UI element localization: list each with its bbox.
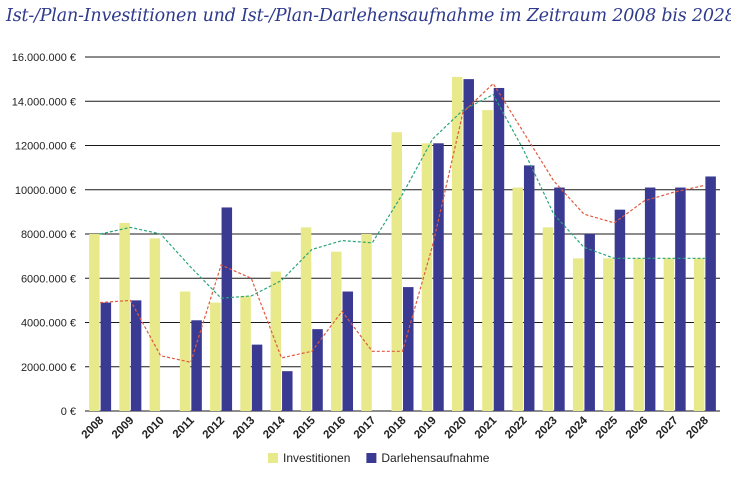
- bars: [89, 76, 716, 411]
- bar-darlehensaufnahme: [554, 187, 565, 411]
- trend-lines: [99, 82, 706, 364]
- bar-investitionen: [421, 143, 433, 411]
- bar-investitionen: [451, 76, 463, 411]
- bar-darlehensaufnahme: [584, 234, 595, 411]
- bar-darlehensaufnahme: [130, 300, 142, 411]
- trend-line-investitionen: [99, 93, 705, 299]
- x-tick-label: 2018: [382, 414, 409, 441]
- bar-investitionen: [89, 234, 100, 411]
- x-tick-label: 2010: [140, 415, 167, 442]
- y-tick-label: 0 €: [61, 406, 76, 418]
- legend-swatch: [268, 453, 278, 463]
- x-tick-label: 2020: [443, 415, 470, 442]
- y-tick-label: 6000.000 €: [21, 273, 76, 285]
- bar-darlehensaufnahme: [312, 329, 323, 411]
- legend: Investitionen Darlehensaufnahme: [268, 451, 490, 465]
- x-tick-label: 2013: [231, 415, 258, 442]
- bar-investitionen: [119, 222, 130, 411]
- bar-investitionen: [300, 227, 312, 411]
- bar-darlehensaufnahme: [493, 87, 505, 411]
- x-tick-label: 2011: [171, 414, 198, 441]
- x-tick-label: 2027: [654, 415, 681, 442]
- bar-darlehensaufnahme: [251, 344, 263, 411]
- bar-investitionen: [361, 234, 372, 411]
- y-tick-label: 14.000.000 €: [12, 96, 76, 108]
- bar-darlehensaufnahme: [221, 207, 233, 411]
- trend-line-darlehensaufnahme: [100, 82, 706, 364]
- y-tick-label: 8000.000 €: [21, 229, 76, 241]
- bar-investitionen: [603, 258, 614, 411]
- bar-investitionen: [693, 258, 705, 411]
- bar-investitionen: [149, 238, 161, 411]
- bar-investitionen: [512, 187, 523, 411]
- x-tick-label: 2028: [684, 414, 711, 441]
- x-axis-ticks: 2008 2009 2010 2011 2012 2013 2014 2015 2016 2017…: [80, 414, 712, 441]
- y-axis-ticks: 0 € 2000.000 € 4000.000 € 6000.000 € 8000.00…: [12, 52, 76, 418]
- bar-darlehensaufnahme: [614, 209, 626, 411]
- legend-swatch: [366, 453, 377, 463]
- bar-investitionen: [391, 132, 402, 411]
- bar-investitionen: [542, 227, 554, 411]
- bar-darlehensaufnahme: [282, 371, 293, 411]
- bar-darlehensaufnahme: [191, 320, 202, 411]
- x-tick-label: 2024: [563, 414, 590, 441]
- x-tick-label: 2008: [80, 414, 107, 441]
- bar-darlehensaufnahme: [463, 79, 474, 411]
- x-tick-label: 2026: [624, 415, 651, 442]
- bar-darlehensaufnahme: [342, 291, 354, 411]
- grid-lines: [85, 56, 720, 412]
- x-tick-label: 2016: [322, 415, 349, 442]
- bar-investitionen: [482, 110, 493, 411]
- legend-label: Investitionen: [283, 451, 350, 465]
- x-tick-label: 2019: [412, 415, 439, 442]
- y-tick-label: 4000.000 €: [21, 318, 76, 330]
- bar-investitionen: [572, 258, 584, 411]
- y-tick-label: 12000.000 €: [15, 141, 76, 153]
- y-tick-label: 16.000.000 €: [12, 52, 76, 64]
- bar-darlehensaufnahme: [100, 302, 112, 411]
- x-tick-label: 2021: [473, 414, 500, 441]
- x-tick-label: 2009: [110, 415, 137, 442]
- x-tick-label: 2012: [201, 415, 228, 442]
- x-tick-label: 2014: [261, 414, 288, 441]
- bar-investitionen: [210, 302, 221, 411]
- y-tick-label: 2000.000 €: [21, 362, 76, 374]
- x-tick-label: 2023: [533, 415, 560, 442]
- x-tick-label: 2017: [352, 415, 379, 442]
- x-tick-label: 2022: [503, 415, 530, 442]
- legend-label: Darlehensaufnahme: [381, 451, 489, 465]
- bar-darlehensaufnahme: [705, 176, 716, 411]
- bar-darlehensaufnahme: [644, 187, 656, 411]
- bar-investitionen: [663, 258, 675, 411]
- x-tick-label: 2015: [291, 414, 318, 441]
- bar-investitionen: [240, 295, 251, 411]
- bar-darlehensaufnahme: [675, 187, 686, 411]
- x-tick-label: 2025: [594, 414, 621, 441]
- bar-investitionen: [633, 258, 644, 411]
- y-tick-label: 10000.000 €: [15, 185, 76, 197]
- bar-darlehensaufnahme: [523, 165, 535, 411]
- bar-darlehensaufnahme: [403, 287, 414, 411]
- chart-title: Ist-/Plan-Investitionen und Ist-/Plan-Da…: [6, 6, 731, 26]
- bar-darlehensaufnahme: [433, 143, 444, 411]
- bar-investitionen: [331, 251, 342, 411]
- bar-investitionen: [179, 291, 191, 411]
